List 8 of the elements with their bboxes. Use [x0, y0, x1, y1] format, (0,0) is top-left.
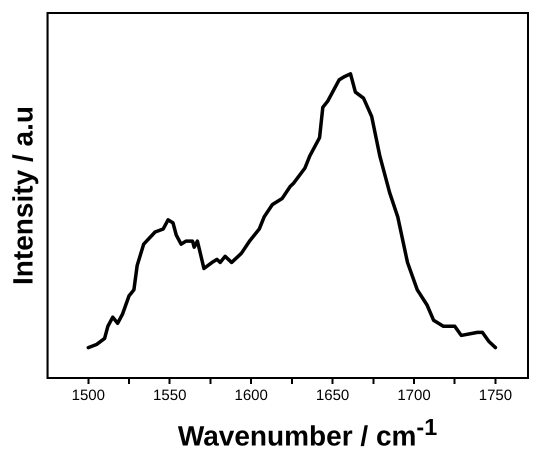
x-tick-label: 1500	[72, 387, 105, 404]
y-axis-title: Intensity / a.u	[8, 106, 39, 285]
x-tick-label: 1550	[153, 387, 186, 404]
x-tick-label: 1600	[234, 387, 268, 404]
x-tick-label: 1650	[316, 387, 350, 404]
x-axis-title: Wavenumber / cm$^{-1}$	[176, 414, 438, 452]
x-tick-label: 1700	[397, 387, 431, 404]
x-tick-label: 1750	[478, 387, 512, 404]
